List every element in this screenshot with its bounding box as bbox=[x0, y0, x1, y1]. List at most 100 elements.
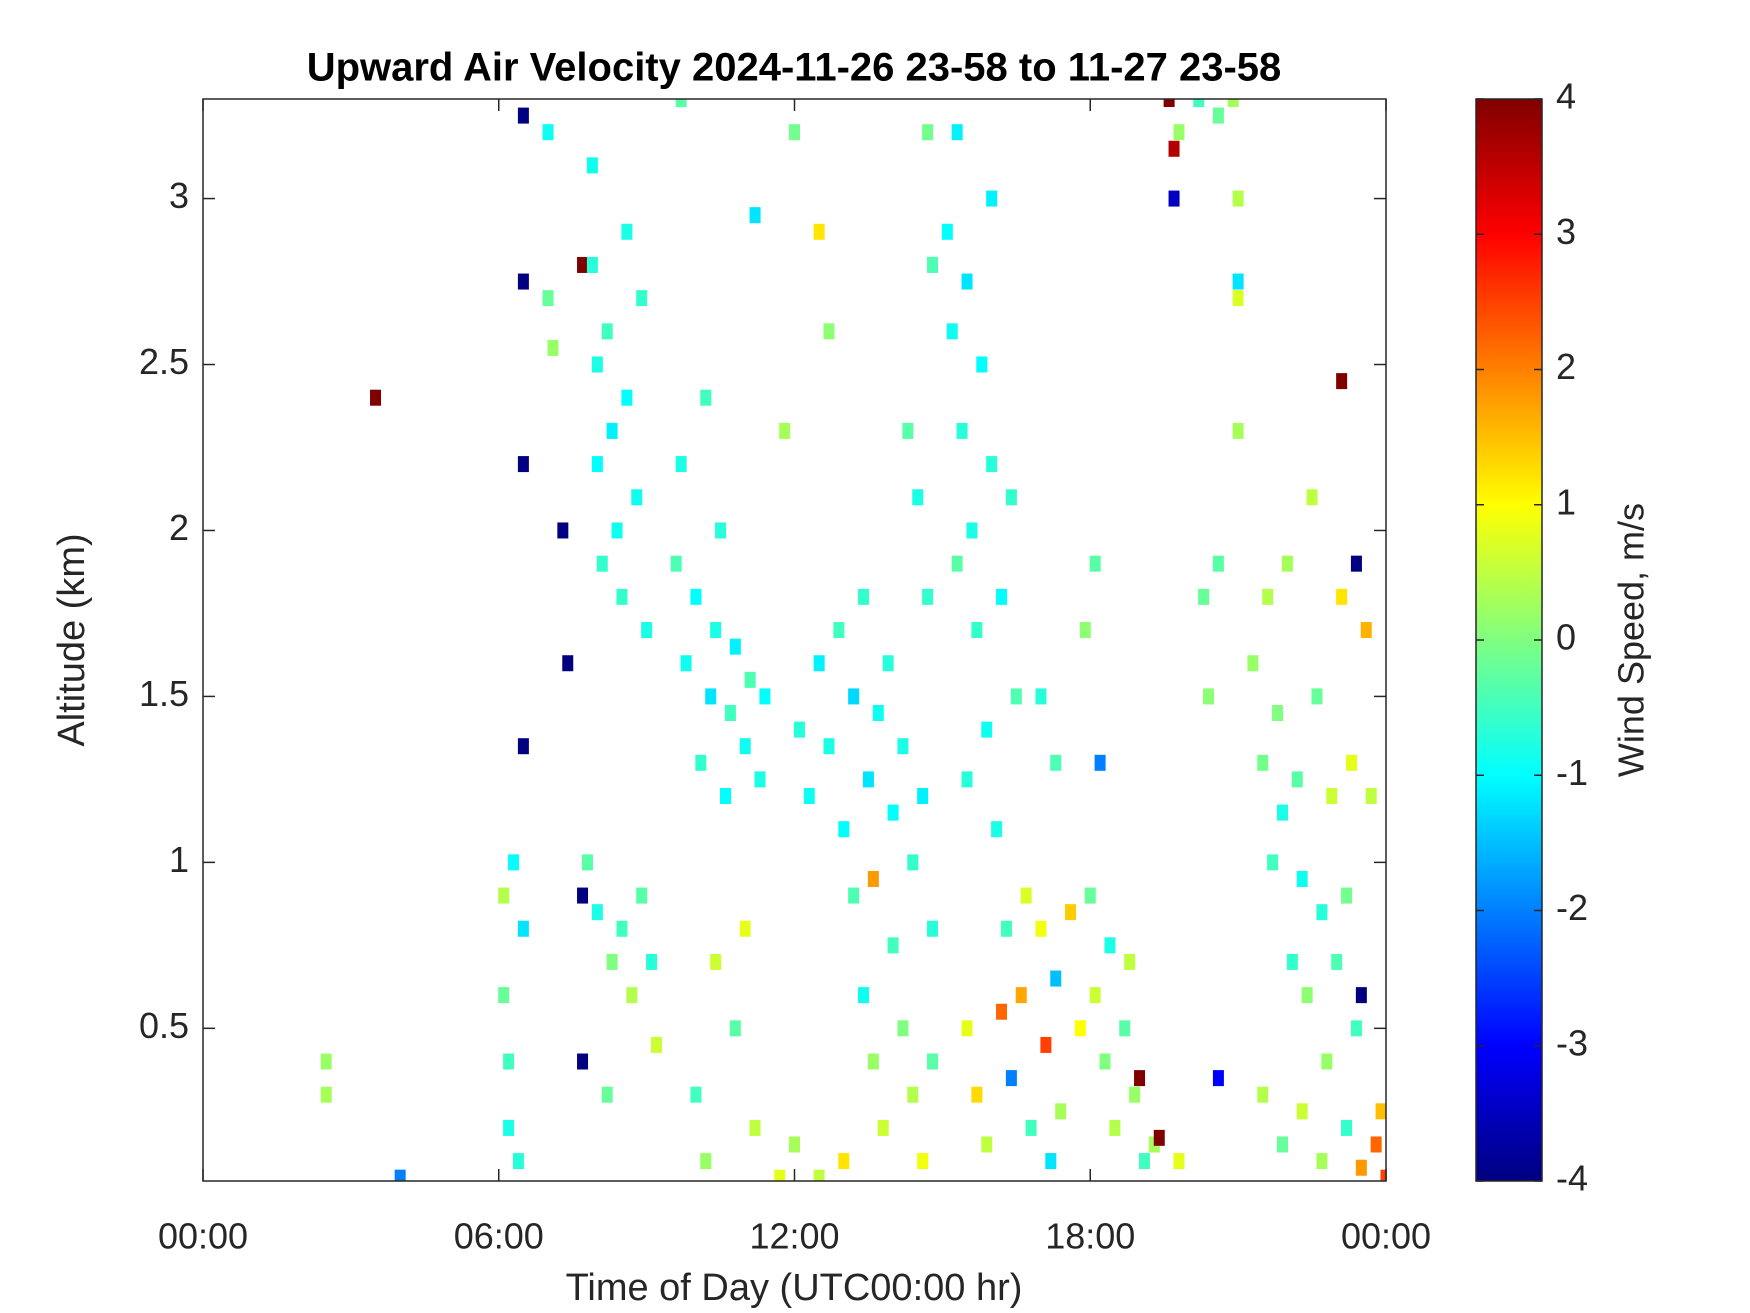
heatmap-cell bbox=[508, 854, 520, 871]
heatmap-cell bbox=[695, 754, 707, 771]
heatmap-cell bbox=[1198, 588, 1210, 605]
heatmap-cell bbox=[710, 953, 722, 970]
chart-title: Upward Air Velocity 2024-11-26 23-58 to … bbox=[307, 46, 1282, 90]
heatmap-cell bbox=[715, 522, 727, 539]
heatmap-cell bbox=[690, 1086, 702, 1103]
heatmap-cell bbox=[867, 870, 879, 887]
heatmap-cell bbox=[981, 721, 993, 738]
heatmap-cell bbox=[1020, 887, 1032, 904]
heatmap-cell bbox=[1296, 870, 1308, 887]
heatmap-cell bbox=[729, 638, 741, 655]
heatmap-cell bbox=[754, 771, 766, 788]
heatmap-cell bbox=[1005, 489, 1017, 506]
heatmap-cell bbox=[789, 124, 800, 141]
heatmap-cell bbox=[779, 422, 791, 439]
heatmap-cell bbox=[862, 771, 874, 788]
heatmap-cell bbox=[927, 1053, 939, 1070]
heatmap-cell bbox=[503, 1053, 515, 1070]
heatmap-cell bbox=[591, 356, 603, 373]
heatmap-cell bbox=[675, 99, 687, 107]
heatmap-cell bbox=[912, 489, 924, 506]
heatmap-cell bbox=[813, 1169, 825, 1181]
y-tick-label: 0.5 bbox=[139, 1005, 189, 1046]
heatmap-cell bbox=[1306, 489, 1318, 506]
heatmap-cell bbox=[512, 1153, 524, 1170]
heatmap-cell bbox=[1365, 787, 1377, 804]
heatmap-cell bbox=[591, 456, 603, 473]
heatmap-cell bbox=[1227, 99, 1239, 107]
heatmap-cell bbox=[650, 1036, 662, 1053]
heatmap-cell bbox=[729, 1020, 741, 1037]
heatmap-cell bbox=[517, 273, 529, 290]
heatmap-cell bbox=[1000, 920, 1012, 937]
x-tick-label: 18:00 bbox=[1045, 1216, 1135, 1257]
heatmap-cell bbox=[1050, 754, 1062, 771]
heatmap-cell bbox=[858, 588, 870, 605]
heatmap-cell bbox=[670, 555, 682, 572]
heatmap-cell bbox=[1232, 190, 1244, 207]
y-tick-label: 2 bbox=[169, 507, 189, 548]
heatmap-cell bbox=[739, 920, 751, 937]
heatmap-cell bbox=[951, 124, 963, 141]
heatmap-cell bbox=[1336, 373, 1348, 390]
heatmap-cell bbox=[1296, 1103, 1308, 1120]
heatmap-cell bbox=[759, 688, 771, 705]
heatmap-cell bbox=[813, 655, 825, 672]
heatmap-cell bbox=[907, 1086, 919, 1103]
heatmap-cell bbox=[621, 389, 633, 406]
heatmap-cell bbox=[581, 854, 593, 871]
heatmap-cell bbox=[1203, 688, 1215, 705]
heatmap-cell bbox=[1341, 1119, 1353, 1136]
heatmap-cell bbox=[961, 1020, 973, 1037]
heatmap-cell bbox=[961, 771, 973, 788]
heatmap-cell bbox=[577, 887, 589, 904]
heatmap-cell bbox=[1326, 787, 1338, 804]
heatmap-cell bbox=[966, 522, 978, 539]
colorbar-tick-label: -1 bbox=[1556, 752, 1588, 793]
heatmap-cell bbox=[793, 721, 805, 738]
heatmap-cell bbox=[601, 1086, 613, 1103]
heatmap-cell bbox=[1040, 1036, 1052, 1053]
x-tick-label: 12:00 bbox=[749, 1216, 839, 1257]
heatmap-cell bbox=[956, 422, 968, 439]
heatmap-cell bbox=[1193, 99, 1205, 107]
heatmap-cell bbox=[1286, 953, 1298, 970]
heatmap-cell bbox=[1276, 804, 1288, 821]
heatmap-cell bbox=[951, 555, 963, 572]
heatmap-cell bbox=[1232, 273, 1244, 290]
heatmap-cell bbox=[586, 157, 598, 174]
heatmap-cell bbox=[1035, 688, 1047, 705]
heatmap-cell bbox=[1267, 854, 1279, 871]
colorbar-tick-label: 1 bbox=[1556, 481, 1576, 522]
heatmap-cell bbox=[320, 1053, 332, 1070]
heatmap-cell bbox=[1276, 1136, 1288, 1153]
heatmap-cell bbox=[907, 854, 919, 871]
x-tick-label: 00:00 bbox=[158, 1216, 248, 1257]
heatmap-cell bbox=[1119, 1020, 1131, 1037]
heatmap-cell bbox=[394, 1169, 406, 1181]
heatmap-cell bbox=[877, 1119, 889, 1136]
heatmap-cell bbox=[927, 920, 939, 937]
heatmap-cell bbox=[616, 920, 628, 937]
heatmap-cell bbox=[971, 1086, 983, 1103]
heatmap-cell bbox=[749, 1119, 761, 1136]
heatmap-cell bbox=[1084, 887, 1096, 904]
heatmap-cell bbox=[1341, 887, 1353, 904]
heatmap-cell bbox=[1124, 953, 1136, 970]
heatmap-cell bbox=[1212, 1070, 1224, 1087]
heatmap-cell bbox=[882, 655, 894, 672]
colorbar-tick-label: -4 bbox=[1556, 1158, 1588, 1199]
heatmap-cell bbox=[981, 1136, 993, 1153]
heatmap-cell bbox=[517, 456, 529, 473]
heatmap-cell bbox=[1153, 1129, 1165, 1146]
heatmap-cell bbox=[1015, 987, 1027, 1004]
heatmap-cell bbox=[1168, 190, 1180, 207]
heatmap-cell bbox=[986, 456, 998, 473]
heatmap-cell bbox=[636, 290, 648, 307]
heatmap-cell bbox=[1350, 555, 1362, 572]
heatmap-cell bbox=[1134, 1070, 1146, 1087]
heatmap-cell bbox=[749, 207, 761, 224]
heatmap-cell bbox=[1104, 937, 1116, 954]
heatmap-cell bbox=[1331, 953, 1343, 970]
